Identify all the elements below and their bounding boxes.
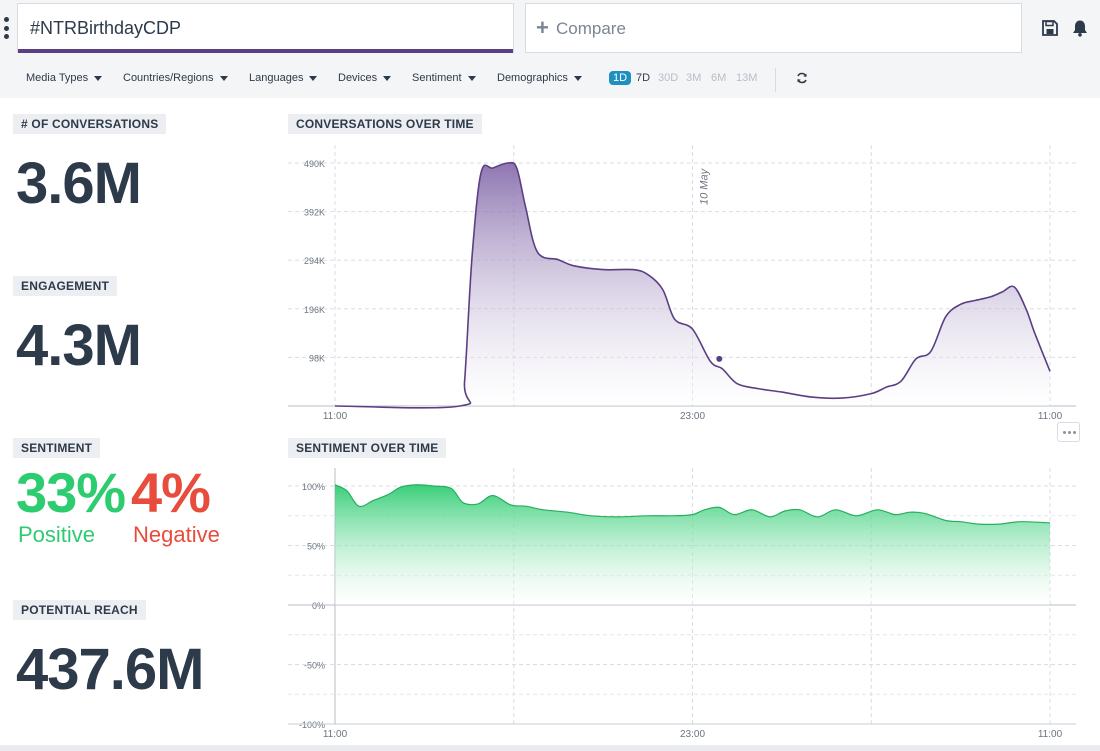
y-tick-label: 0% xyxy=(312,601,325,611)
sentiment-area xyxy=(335,484,1050,605)
period-1d[interactable]: 1D xyxy=(609,71,632,85)
date-annotation: 10 May xyxy=(698,167,710,205)
caret-down-icon xyxy=(383,75,392,81)
hover-point xyxy=(716,355,723,362)
sentiment-label: SENTIMENT xyxy=(13,438,101,458)
negative-label: Negative xyxy=(133,522,220,547)
positive-label: Positive xyxy=(18,522,96,547)
filter-countries-label: Countries/Regions xyxy=(123,72,214,84)
filter-countries-regions[interactable]: Countries/Regions xyxy=(123,72,228,84)
filter-languages[interactable]: Languages xyxy=(249,72,318,84)
search-query-underline xyxy=(18,49,513,53)
bell-icon[interactable] xyxy=(1071,19,1089,37)
filter-demographics-label: Demographics xyxy=(497,72,568,84)
caret-down-icon xyxy=(573,75,582,81)
caret-down-icon xyxy=(309,75,318,81)
search-query-box[interactable]: #NTRBirthdayCDP xyxy=(17,3,514,53)
reach-label: POTENTIAL REACH xyxy=(13,600,146,620)
filter-devices-label: Devices xyxy=(338,72,378,84)
filter-bar: Media Types Countries/Regions Languages … xyxy=(0,62,1100,96)
negative-value: 4% xyxy=(131,461,211,524)
x-tick-label: 23:00 xyxy=(680,729,705,740)
x-tick-label: 11:00 xyxy=(1038,411,1063,422)
filter-languages-label: Languages xyxy=(249,72,304,84)
filter-sentiment[interactable]: Sentiment xyxy=(412,72,476,84)
filter-divider xyxy=(775,68,776,92)
sentiment-line xyxy=(334,484,1051,525)
conversations-line xyxy=(334,161,1051,409)
conversations-value: 3.6M xyxy=(16,151,142,216)
period-7d[interactable]: 7D xyxy=(636,72,651,84)
engagement-value: 4.3M xyxy=(16,313,142,378)
positive-value: 33% xyxy=(16,461,126,524)
compare-input[interactable]: + Compare xyxy=(525,3,1022,53)
y-tick-label: 294K xyxy=(304,256,325,266)
caret-down-icon xyxy=(219,75,228,81)
x-tick-label: 11:00 xyxy=(1038,729,1063,740)
filter-devices[interactable]: Devices xyxy=(338,72,392,84)
filter-media-types[interactable]: Media Types xyxy=(26,72,103,84)
filter-sentiment-label: Sentiment xyxy=(412,72,462,84)
refresh-icon[interactable] xyxy=(796,72,808,84)
reach-value: 437.6M xyxy=(16,637,204,702)
period-3m[interactable]: 3M xyxy=(686,72,702,84)
dashboard-panel: # OF CONVERSATIONS 3.6M ENGAGEMENT 4.3M … xyxy=(0,98,1100,745)
period-6m[interactable]: 6M xyxy=(711,72,727,84)
y-tick-label: 50% xyxy=(307,542,325,552)
plus-icon: + xyxy=(536,15,549,40)
y-tick-label: 490K xyxy=(304,159,325,169)
period-13m[interactable]: 13M xyxy=(736,72,758,84)
y-tick-label: -50% xyxy=(304,661,325,671)
y-tick-label: 98K xyxy=(309,353,325,363)
caret-down-icon xyxy=(467,75,476,81)
sentiment-chart-title: SENTIMENT OVER TIME xyxy=(288,438,447,458)
y-tick-label: 196K xyxy=(304,305,325,315)
y-tick-label: -100% xyxy=(299,720,325,730)
engagement-label: ENGAGEMENT xyxy=(13,276,118,296)
chart-options-button[interactable] xyxy=(1057,422,1080,442)
x-tick-label: 23:00 xyxy=(680,411,705,422)
conversations-label: # OF CONVERSATIONS xyxy=(13,114,167,134)
conversations-chart-title: CONVERSATIONS OVER TIME xyxy=(288,114,482,134)
menu-kebab-icon[interactable] xyxy=(2,17,10,39)
caret-down-icon xyxy=(94,75,103,81)
y-tick-label: 392K xyxy=(304,208,325,218)
save-icon[interactable] xyxy=(1041,19,1059,37)
search-query-text: #NTRBirthdayCDP xyxy=(30,18,182,38)
compare-label: Compare xyxy=(556,19,626,38)
x-tick-label: 11:00 xyxy=(323,729,348,740)
period-30d[interactable]: 30D xyxy=(658,72,679,84)
bottom-strip xyxy=(0,745,1100,751)
y-tick-label: 100% xyxy=(302,482,325,492)
filter-media-types-label: Media Types xyxy=(26,72,89,84)
x-tick-label: 11:00 xyxy=(323,411,348,422)
conversations-area xyxy=(335,162,1050,408)
filter-demographics[interactable]: Demographics xyxy=(497,72,582,84)
